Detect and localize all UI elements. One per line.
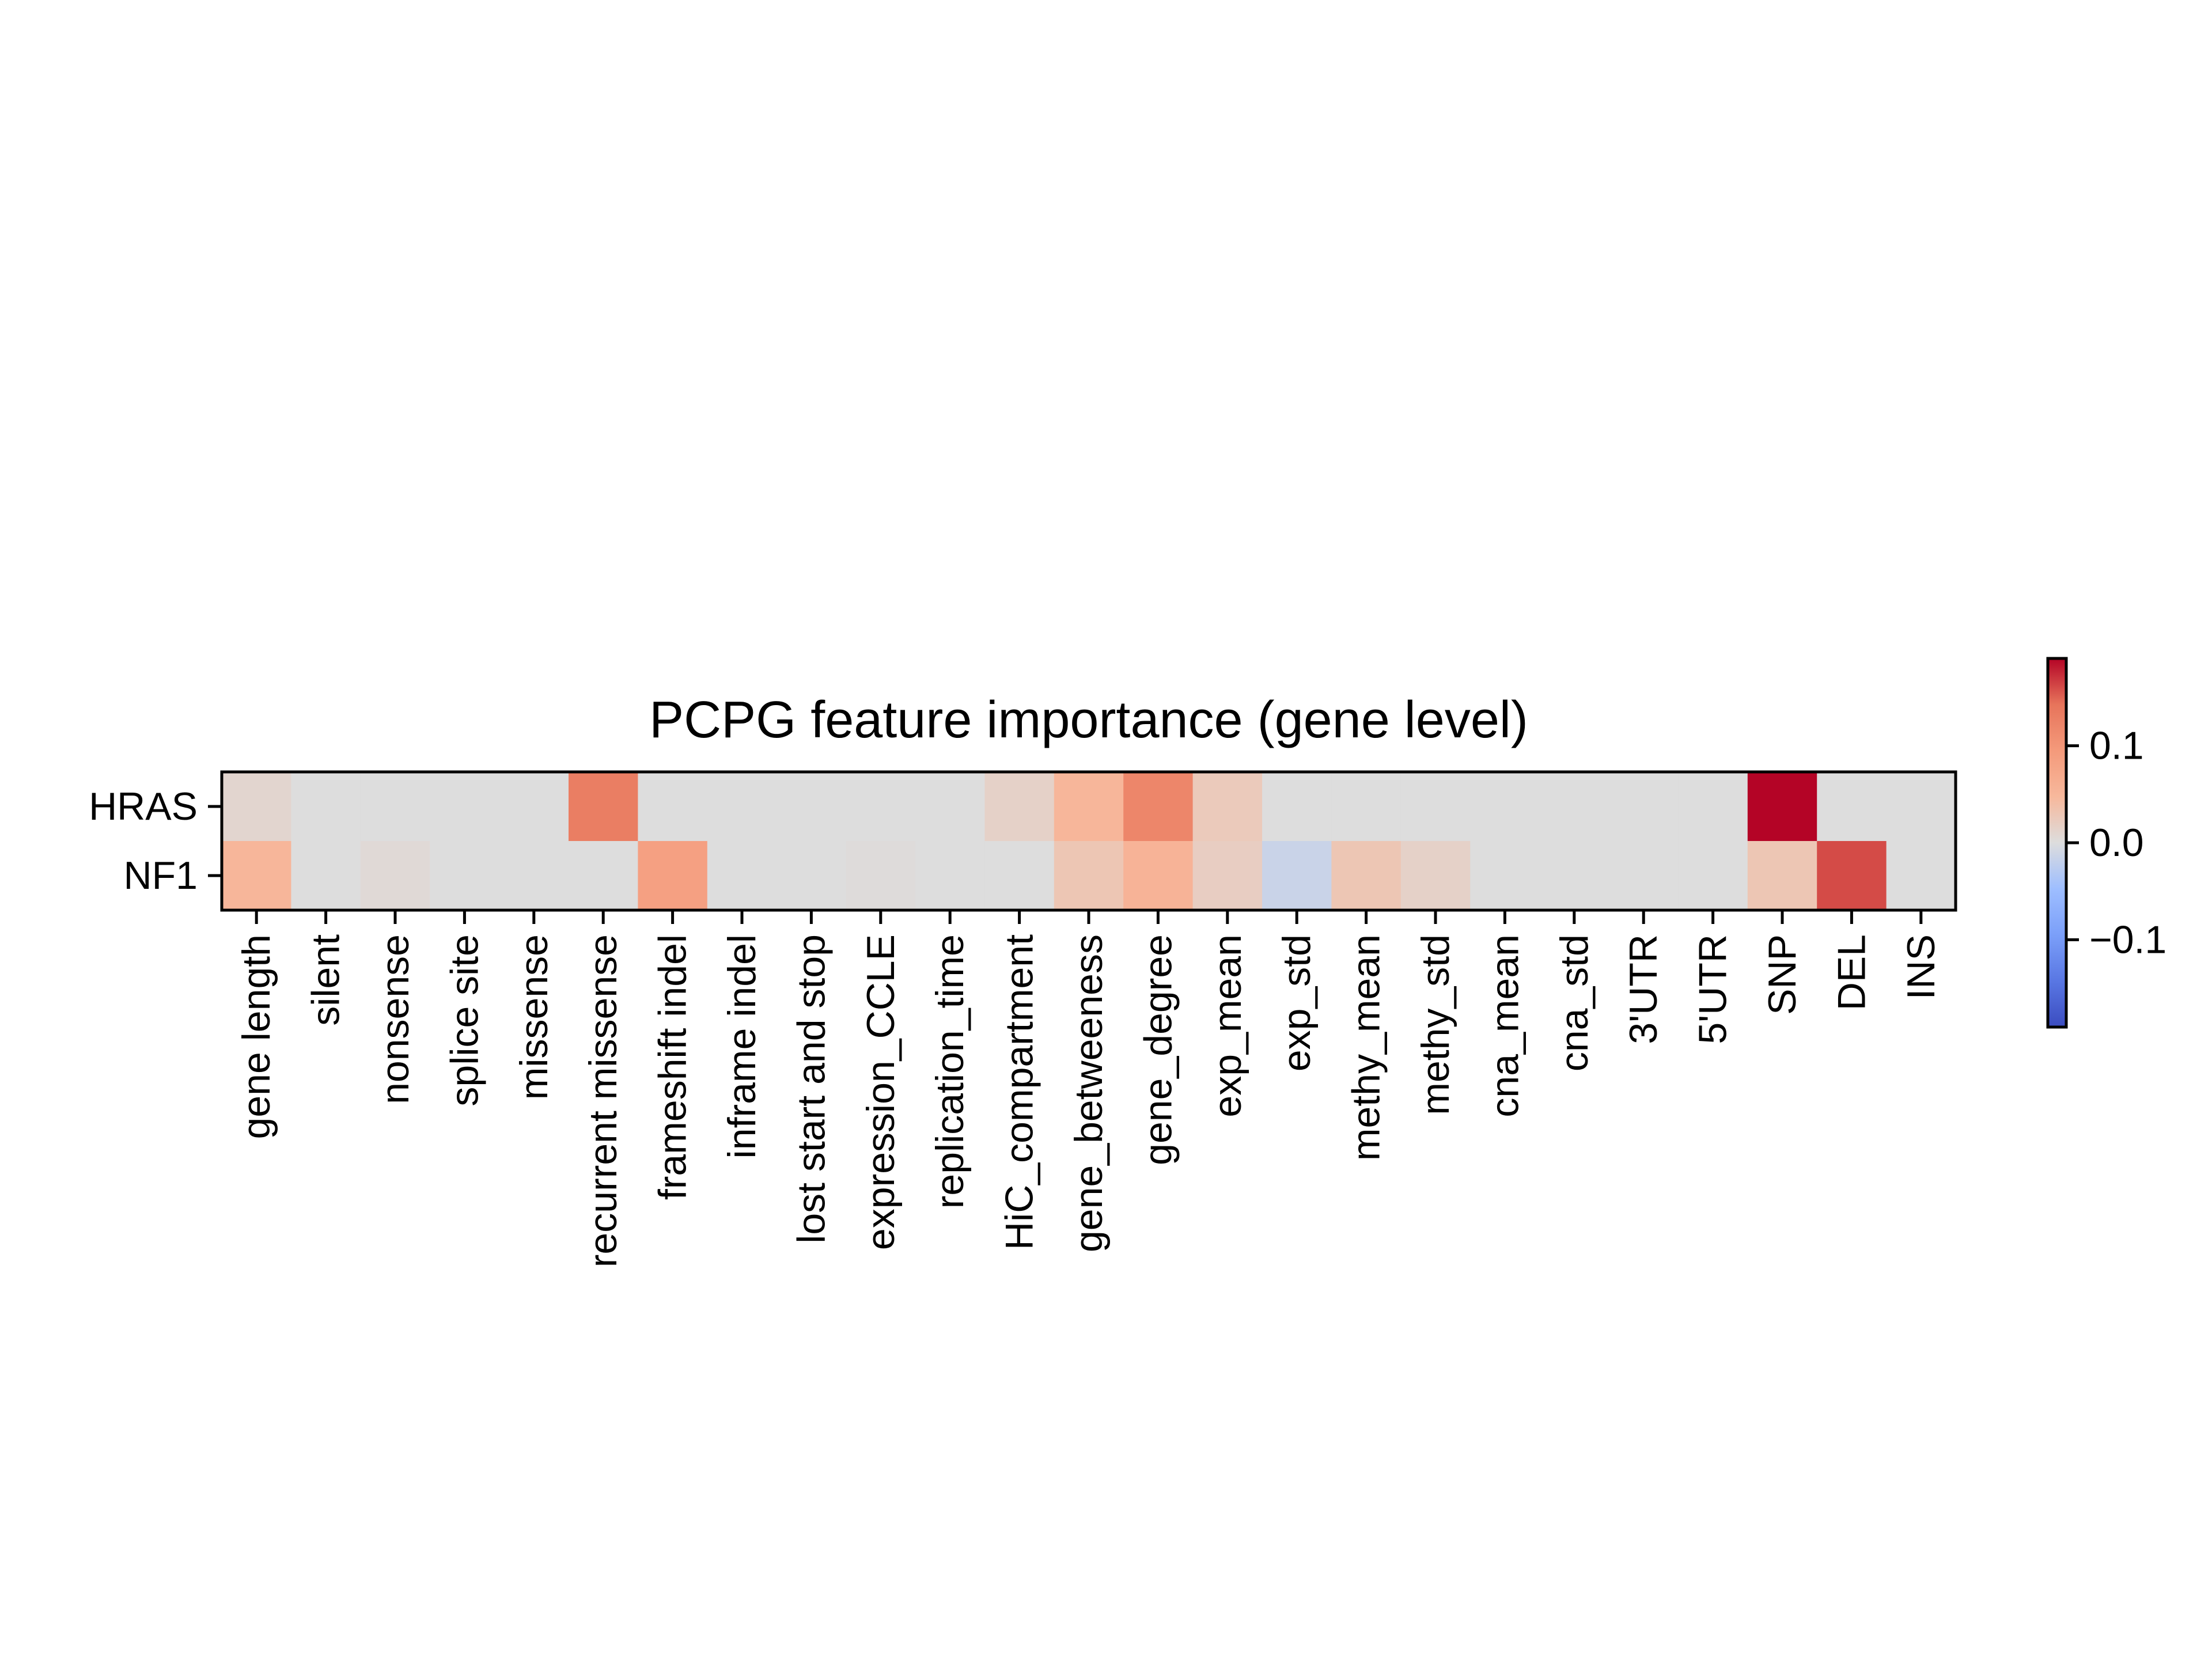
x-tick-label: silent xyxy=(304,934,348,1026)
heatmap-cell xyxy=(846,841,916,911)
x-tick-label: cna_std xyxy=(1552,934,1596,1071)
x-tick-label: methy_mean xyxy=(1344,934,1388,1161)
x-tick-label: gene_degree xyxy=(1136,934,1180,1165)
x-tick-label: 3'UTR xyxy=(1622,934,1665,1044)
heatmap-cell xyxy=(1331,841,1402,911)
heatmap-cell xyxy=(915,841,985,911)
y-tick-label: NF1 xyxy=(124,854,198,897)
heatmap-cell xyxy=(1054,772,1124,842)
heatmap-cell xyxy=(984,841,1055,911)
heatmap-cell xyxy=(707,772,777,842)
x-tick-label: lost start and stop xyxy=(789,934,833,1244)
heatmap-cell xyxy=(1470,841,1540,911)
heatmap-cell xyxy=(846,772,916,842)
y-tick-label: HRAS xyxy=(89,785,198,828)
heatmap-cell xyxy=(1123,772,1194,842)
x-tick-label: DEL xyxy=(1830,934,1873,1010)
heatmap-cell xyxy=(499,772,569,842)
heatmap-cell xyxy=(638,841,708,911)
heatmap-cells xyxy=(222,772,1956,911)
colorbar-ticks: 0.1 0.0 −0.1 xyxy=(2066,724,2166,961)
y-axis-ticks: HRAS NF1 xyxy=(89,785,222,897)
heatmap-cell xyxy=(360,841,430,911)
heatmap-cell xyxy=(360,772,430,842)
heatmap-cell xyxy=(638,772,708,842)
heatmap-cell xyxy=(1817,841,1887,911)
heatmap-cell xyxy=(1192,841,1263,911)
heatmap-cell xyxy=(1886,841,1956,911)
heatmap-cell xyxy=(1262,772,1332,842)
x-tick-label: replication_time xyxy=(928,934,972,1209)
heatmap-cell xyxy=(1886,772,1956,842)
heatmap-cell xyxy=(707,841,777,911)
x-tick-label: expression_CCLE xyxy=(859,934,903,1250)
x-tick-label: gene length xyxy=(234,934,278,1139)
heatmap-cell xyxy=(291,841,361,911)
heatmap-cell xyxy=(1678,841,1748,911)
heatmap-cell xyxy=(1747,772,1817,842)
heatmap-cell xyxy=(1678,772,1748,842)
heatmap-cell xyxy=(777,841,847,911)
colorbar xyxy=(2046,657,2068,1029)
x-tick-label: SNP xyxy=(1760,934,1804,1015)
heatmap-cell xyxy=(777,772,847,842)
heatmap-cell xyxy=(1054,841,1124,911)
x-tick-label: inframe indel xyxy=(720,934,764,1158)
heatmap-cell xyxy=(984,772,1055,842)
heatmap-cell xyxy=(222,772,291,842)
heatmap-cell xyxy=(1400,772,1471,842)
heatmap-cell xyxy=(1192,772,1263,842)
colorbar-tick-label: 0.0 xyxy=(2089,821,2144,865)
heatmap-cell xyxy=(291,772,361,842)
x-tick-label: exp_std xyxy=(1275,934,1319,1071)
heatmap-cell xyxy=(1123,841,1194,911)
colorbar-tick-label: 0.1 xyxy=(2089,724,2144,768)
heatmap-cell xyxy=(1470,772,1540,842)
heatmap-cell xyxy=(915,772,985,842)
heatmap-cell xyxy=(1817,772,1887,842)
x-tick-label: missense xyxy=(512,934,556,1100)
heatmap-cell xyxy=(222,841,291,911)
heatmap-cell xyxy=(1331,772,1402,842)
x-tick-label: exp_mean xyxy=(1206,934,1249,1118)
heatmap-cell xyxy=(1400,841,1471,911)
x-tick-label: INS xyxy=(1899,934,1943,999)
heatmap-cell xyxy=(1747,841,1817,911)
x-tick-label: 5'UTR xyxy=(1691,934,1735,1044)
colorbar-tick-label: −0.1 xyxy=(2089,918,2166,961)
heatmap-cell xyxy=(1539,772,1609,842)
heatmap-cell xyxy=(569,772,638,842)
heatmap-cell xyxy=(1609,841,1679,911)
heatmap-cell xyxy=(1539,841,1609,911)
x-tick-label: splice site xyxy=(442,934,486,1107)
x-tick-label: cna_mean xyxy=(1483,934,1527,1118)
x-tick-label: recurrent missense xyxy=(581,934,625,1267)
heatmap-cell xyxy=(499,841,569,911)
x-tick-label: frameshift indel xyxy=(651,934,695,1200)
chart-title: PCPG feature importance (gene level) xyxy=(649,691,1528,749)
x-tick-label: gene_betweeness xyxy=(1067,934,1111,1252)
x-tick-label: nonsense xyxy=(373,934,417,1104)
heatmap-cell xyxy=(1262,841,1332,911)
x-tick-label: methy_std xyxy=(1414,934,1457,1115)
heatmap-cell xyxy=(1609,772,1679,842)
x-tick-label: HiC_compartment xyxy=(998,934,1041,1250)
heatmap-cell xyxy=(430,841,500,911)
heatmap-cell xyxy=(569,841,638,911)
x-axis-ticks: gene length silent nonsense splice site miss… xyxy=(234,910,1943,1267)
heatmap-cell xyxy=(430,772,500,842)
